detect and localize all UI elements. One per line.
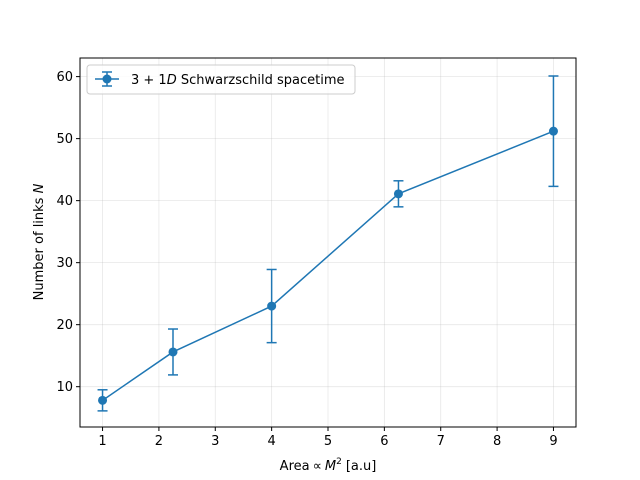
- y-tick-label: 60: [56, 70, 73, 85]
- y-tick-label: 30: [56, 256, 73, 271]
- data-point: [393, 189, 403, 199]
- x-tick-label: 2: [155, 434, 163, 449]
- y-tick-label: 50: [56, 132, 73, 147]
- data-point: [267, 301, 277, 311]
- x-tick-label: 9: [549, 434, 557, 449]
- data-point: [168, 347, 178, 357]
- y-tick-label: 10: [56, 380, 73, 395]
- x-tick-label: 5: [324, 434, 332, 449]
- y-tick-label: 40: [56, 194, 73, 209]
- data-point: [98, 395, 108, 405]
- y-tick-label: 20: [56, 318, 73, 333]
- legend-marker: [102, 74, 112, 84]
- legend-box: [86, 64, 356, 95]
- x-tick-label: 4: [267, 434, 275, 449]
- x-tick-label: 3: [211, 434, 219, 449]
- legend-label: 3 + 1D Schwarzschild spacetime: [131, 73, 345, 88]
- x-tick-label: 8: [493, 434, 501, 449]
- y-axis-label: Number of links N: [32, 183, 47, 300]
- ticks: 1 2 3 4 5 6 7 8 9 10 20 30 40 50 60: [56, 70, 557, 449]
- legend: 3 + 1D Schwarzschild spacetime: [86, 64, 356, 95]
- data-point: [548, 126, 558, 136]
- x-axis-label: Area ∝ M2 [a.u]: [280, 457, 377, 474]
- x-tick-label: 6: [380, 434, 388, 449]
- series: [97, 75, 559, 412]
- x-tick-label: 1: [98, 434, 106, 449]
- x-tick-label: 7: [437, 434, 445, 449]
